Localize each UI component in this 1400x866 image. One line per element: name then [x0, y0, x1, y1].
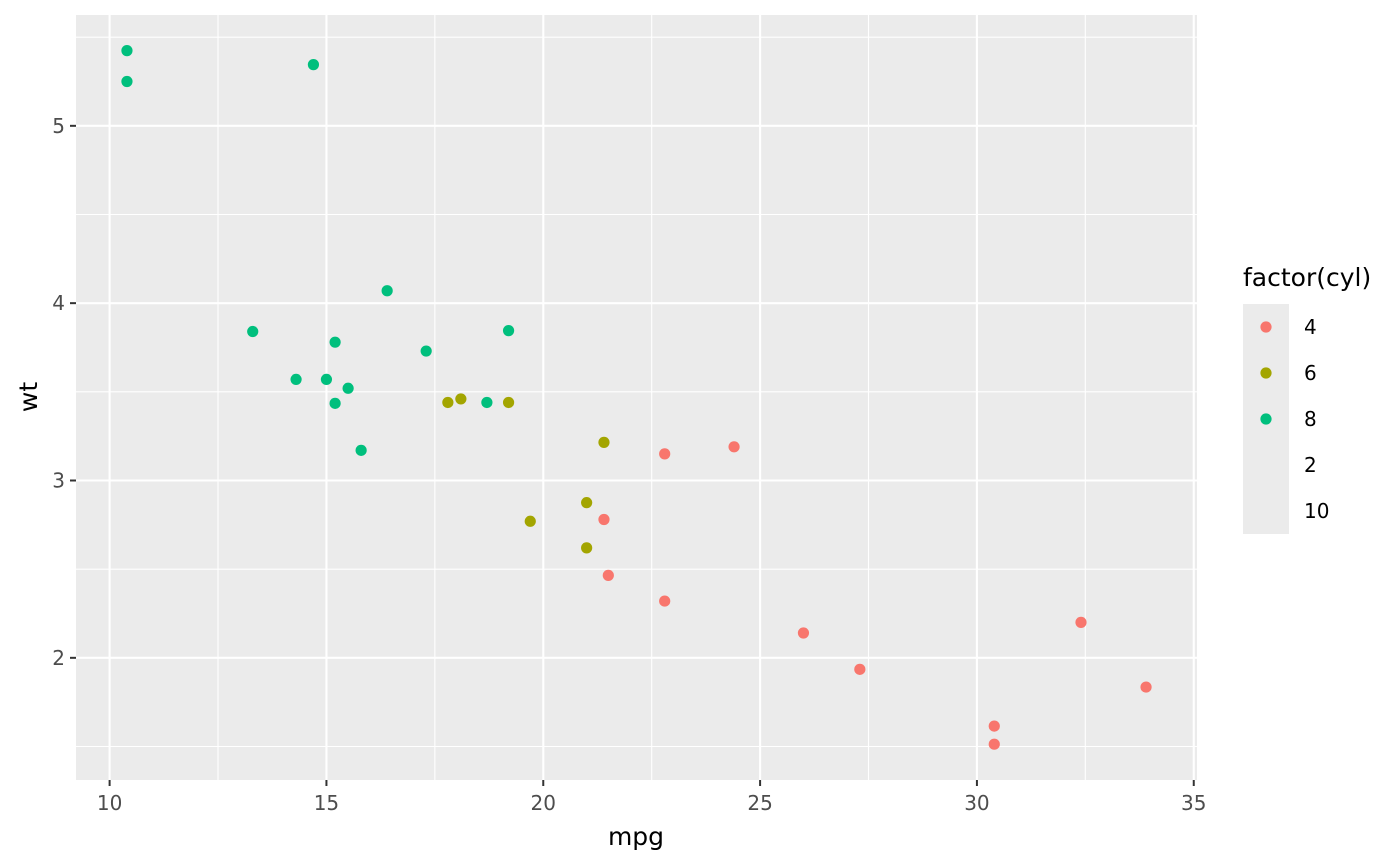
x-tick-label: 10	[97, 791, 122, 815]
legend-key-4	[1260, 321, 1272, 333]
data-point-cyl-4	[1140, 681, 1152, 693]
x-tick-label: 30	[964, 791, 989, 815]
data-point-cyl-4	[659, 595, 671, 607]
data-point-cyl-6	[455, 393, 467, 405]
data-point-cyl-8	[420, 345, 432, 357]
data-point-cyl-4	[854, 663, 866, 675]
x-tick-label: 25	[747, 791, 772, 815]
data-point-cyl-8	[481, 396, 493, 409]
data-point-cyl-8	[121, 45, 133, 57]
plot-panel	[76, 15, 1197, 780]
data-point-cyl-8	[307, 59, 320, 71]
data-point-cyl-8	[290, 373, 302, 386]
legend-label-8: 8	[1304, 407, 1317, 431]
y-tick-label: 4	[52, 291, 65, 315]
legend-items: 4 6 8 2 10	[1260, 315, 1329, 523]
data-point-cyl-6	[442, 396, 454, 409]
data-point-cyl-4	[728, 441, 740, 453]
data-point-cyl-8	[247, 325, 259, 338]
legend-label-4: 4	[1304, 315, 1317, 339]
data-points	[121, 45, 1152, 750]
legend-key-8	[1260, 413, 1272, 425]
legend: factor(cyl) 4 6 8 2 10	[1243, 263, 1371, 534]
data-point-cyl-8	[320, 373, 333, 386]
y-tick-label: 2	[52, 646, 65, 670]
y-tick-label: 3	[52, 468, 65, 492]
data-point-cyl-4	[598, 513, 610, 526]
data-point-cyl-4	[1075, 616, 1087, 628]
data-point-cyl-6	[581, 542, 593, 554]
data-point-cyl-4	[988, 738, 1000, 750]
legend-label-10: 10	[1304, 499, 1329, 523]
x-tick-label: 35	[1181, 791, 1206, 815]
x-axis: 10 15 20 25 30 35	[97, 780, 1206, 815]
data-point-cyl-4	[797, 627, 810, 639]
x-axis-title: mpg	[608, 822, 664, 851]
data-point-cyl-6	[581, 497, 593, 509]
x-tick-label: 20	[531, 791, 556, 815]
data-point-cyl-6	[502, 396, 515, 409]
data-point-cyl-6	[524, 515, 536, 527]
data-point-cyl-8	[381, 285, 393, 297]
data-point-cyl-4	[659, 448, 671, 460]
data-point-cyl-8	[502, 325, 515, 337]
major-gridlines	[76, 15, 1197, 780]
data-point-cyl-8	[121, 75, 133, 88]
legend-label-2: 2	[1304, 453, 1317, 477]
minor-gridlines	[76, 15, 1197, 780]
data-point-cyl-6	[598, 436, 610, 448]
legend-key-6	[1260, 367, 1272, 379]
data-point-cyl-8	[355, 444, 367, 456]
y-axis: 2 3 4 5	[52, 114, 76, 670]
data-point-cyl-4	[988, 720, 1000, 732]
legend-label-6: 6	[1304, 361, 1317, 385]
data-point-cyl-4	[602, 569, 614, 581]
data-point-cyl-8	[329, 397, 341, 409]
x-tick-label: 15	[314, 791, 339, 815]
y-axis-title: wt	[14, 382, 43, 412]
data-point-cyl-8	[342, 382, 354, 394]
legend-title: factor(cyl)	[1243, 263, 1371, 292]
data-point-cyl-8	[329, 336, 341, 348]
y-tick-label: 5	[52, 114, 65, 138]
